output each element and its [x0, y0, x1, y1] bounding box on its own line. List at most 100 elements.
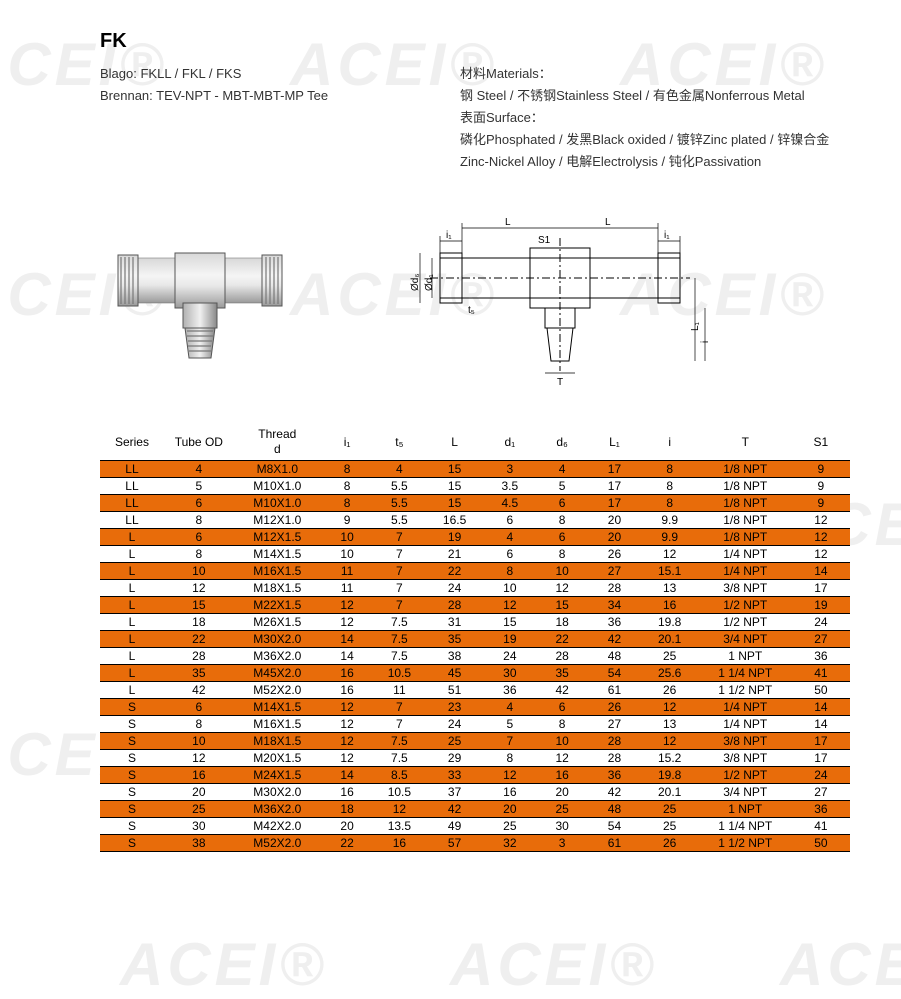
table-cell: 12	[484, 597, 536, 614]
table-cell: 11	[373, 682, 425, 699]
table-cell: S	[100, 733, 164, 750]
table-cell: 50	[792, 835, 850, 852]
table-cell: 27	[588, 563, 640, 580]
table-cell: L	[100, 546, 164, 563]
table-cell: M22X1.5	[234, 597, 321, 614]
table-cell: 10	[164, 733, 234, 750]
table-row: L6M12X1.51071946209.91/8 NPT12	[100, 529, 850, 546]
table-cell: 20.1	[641, 784, 699, 801]
surface-label: 表面Surface：	[460, 110, 544, 125]
table-cell: 33	[426, 767, 484, 784]
table-cell: 3	[484, 461, 536, 478]
table-cell: 3.5	[484, 478, 536, 495]
table-row: L15M22X1.512728121534161/2 NPT19	[100, 597, 850, 614]
table-cell: 17	[588, 478, 640, 495]
col-header: d₆	[536, 423, 588, 460]
col-header: Threadd	[234, 423, 321, 460]
table-cell: 42	[536, 682, 588, 699]
table-cell: 16	[164, 767, 234, 784]
table-cell: 50	[792, 682, 850, 699]
table-cell: 8	[164, 512, 234, 529]
table-cell: 3/4 NPT	[699, 784, 792, 801]
table-cell: 25	[641, 818, 699, 835]
table-cell: 61	[588, 835, 640, 852]
table-cell: 61	[588, 682, 640, 699]
table-cell: 9	[792, 478, 850, 495]
table-cell: 15	[426, 461, 484, 478]
table-cell: 24	[426, 580, 484, 597]
table-row: S12M20X1.5127.5298122815.23/8 NPT17	[100, 750, 850, 767]
table-row: S20M30X2.01610.53716204220.13/4 NPT27	[100, 784, 850, 801]
table-cell: 8	[321, 495, 373, 512]
technical-diagram: L L i₁ i₁ S1 Ød₆ Ød₁ t₅ L₁ i T	[410, 193, 710, 393]
table-cell: 30	[164, 818, 234, 835]
table-cell: 20	[164, 784, 234, 801]
table-cell: LL	[100, 512, 164, 529]
table-cell: 27	[588, 716, 640, 733]
table-cell: 5	[164, 478, 234, 495]
table-cell: M36X2.0	[234, 648, 321, 665]
table-cell: 12	[484, 767, 536, 784]
table-cell: 42	[588, 784, 640, 801]
spec-table: SeriesTube ODThreaddi₁t₅Ld₁d₆L₁iTS1 LL4M…	[100, 423, 850, 852]
table-row: S10M18X1.5127.52571028123/8 NPT17	[100, 733, 850, 750]
table-cell: 14	[321, 631, 373, 648]
table-cell: 20	[588, 529, 640, 546]
table-cell: 12	[641, 733, 699, 750]
table-row: S25M36X2.0181242202548251 NPT36	[100, 801, 850, 818]
table-cell: 26	[588, 546, 640, 563]
table-cell: 6	[164, 529, 234, 546]
table-cell: M10X1.0	[234, 495, 321, 512]
table-cell: 17	[588, 495, 640, 512]
table-cell: 8	[641, 461, 699, 478]
table-cell: M12X1.5	[234, 529, 321, 546]
surface-text: 磷化Phosphated / 发黑Black oxided / 镀锌Zinc p…	[460, 129, 841, 173]
svg-text:T: T	[557, 377, 563, 388]
product-photo	[110, 213, 290, 373]
materials-label: 材料Materials：	[460, 66, 552, 81]
table-cell: 15	[426, 478, 484, 495]
table-cell: 6	[484, 512, 536, 529]
table-cell: 30	[536, 818, 588, 835]
col-header: T	[699, 423, 792, 460]
table-cell: 26	[588, 699, 640, 716]
table-cell: 23	[426, 699, 484, 716]
table-cell: 19.8	[641, 614, 699, 631]
table-cell: 16	[641, 597, 699, 614]
table-cell: 1/8 NPT	[699, 529, 792, 546]
table-cell: 28	[164, 648, 234, 665]
table-cell: 9	[792, 495, 850, 512]
table-cell: M42X2.0	[234, 818, 321, 835]
table-cell: 6	[164, 699, 234, 716]
table-cell: L	[100, 682, 164, 699]
table-cell: 5.5	[373, 512, 425, 529]
table-cell: 4	[484, 529, 536, 546]
table-cell: M14X1.5	[234, 546, 321, 563]
table-cell: 6	[536, 495, 588, 512]
table-cell: 11	[321, 563, 373, 580]
table-cell: 7.5	[373, 631, 425, 648]
table-cell: 20	[536, 784, 588, 801]
table-cell: M52X2.0	[234, 682, 321, 699]
table-cell: 21	[426, 546, 484, 563]
svg-text:i₁: i₁	[664, 230, 670, 241]
table-cell: 35	[164, 665, 234, 682]
table-cell: 1/8 NPT	[699, 461, 792, 478]
table-cell: 1/2 NPT	[699, 597, 792, 614]
table-cell: 26	[641, 835, 699, 852]
table-cell: M36X2.0	[234, 801, 321, 818]
table-cell: 14	[792, 563, 850, 580]
table-cell: 34	[588, 597, 640, 614]
svg-text:t₅: t₅	[468, 305, 475, 316]
table-cell: 10	[536, 563, 588, 580]
table-cell: 5.5	[373, 478, 425, 495]
table-row: S16M24X1.5148.53312163619.81/2 NPT24	[100, 767, 850, 784]
table-cell: 36	[792, 648, 850, 665]
table-cell: 19.8	[641, 767, 699, 784]
table-cell: 9	[321, 512, 373, 529]
table-cell: M16X1.5	[234, 716, 321, 733]
table-cell: 45	[426, 665, 484, 682]
table-row: LL6M10X1.085.5154.561781/8 NPT9	[100, 495, 850, 512]
table-cell: M24X1.5	[234, 767, 321, 784]
table-cell: 12	[321, 699, 373, 716]
